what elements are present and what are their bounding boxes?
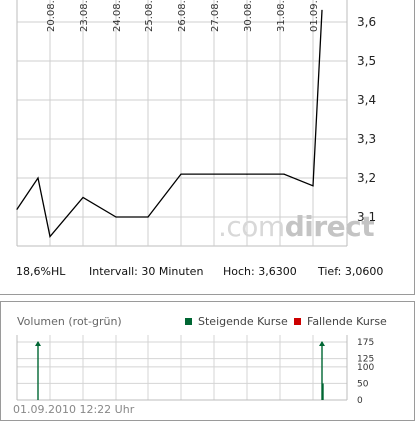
y-tick-label: 3,2 <box>357 171 376 185</box>
price-point <box>115 216 117 218</box>
price-point <box>283 173 285 175</box>
y-tick-label: 3,1 <box>357 210 376 224</box>
x-tick-label: 31.08. <box>276 0 287 32</box>
x-tick-label: 01.09. <box>309 0 320 32</box>
price-point <box>321 9 323 11</box>
price-point <box>312 185 314 187</box>
x-tick-label: 24.08. <box>112 0 123 32</box>
price-point <box>49 235 51 238</box>
volume-title: Volumen (rot-grün) <box>17 315 122 328</box>
volume-overflow-arrow <box>35 341 41 346</box>
price-point <box>246 173 248 175</box>
legend-rising: Steigende Kurse <box>185 315 288 328</box>
price-point <box>16 208 18 210</box>
comdirect-watermark: .comdirect <box>218 210 375 243</box>
timestamp: 01.09.2010 12:22 Uhr <box>13 403 135 416</box>
vol-y-tick-label: 100 <box>357 363 374 373</box>
price-point <box>147 216 149 218</box>
price-point <box>82 196 84 199</box>
vol-y-tick-label: 50 <box>357 379 369 389</box>
y-tick-label: 3,6 <box>357 15 376 29</box>
interval-label: Intervall: 30 Minuten <box>89 265 204 278</box>
y-tick-label: 3,5 <box>357 54 376 68</box>
vol-y-tick-label: 175 <box>357 338 374 348</box>
x-tick-label: 27.08. <box>210 0 221 32</box>
x-tick-label: 30.08. <box>243 0 254 32</box>
legend-falling-swatch <box>294 318 301 325</box>
x-tick-label: 26.08. <box>177 0 188 32</box>
y-tick-label: 3,3 <box>357 132 376 146</box>
price-point <box>180 173 182 175</box>
vol-y-tick-label: 125 <box>357 355 374 365</box>
low-value: Tief: 3,0600 <box>318 265 384 278</box>
volume-chart-panel <box>0 301 415 421</box>
hl-percent: 18,6%HL <box>16 265 66 278</box>
legend-rising-swatch <box>185 318 192 325</box>
x-tick-label: 25.08. <box>144 0 155 32</box>
legend-falling-label: Fallende Kurse <box>307 315 387 328</box>
x-tick-label: 23.08. <box>79 0 90 32</box>
vol-y-tick-label: 0 <box>357 396 363 406</box>
high-value: Hoch: 3,6300 <box>223 265 297 278</box>
price-chart: 3,6 3,5 3,4 3,3 3,2 3,1 20.08. 23.08. 24.08. 25.0… <box>16 0 376 247</box>
price-point <box>37 177 39 179</box>
volume-overflow-arrow <box>319 341 325 346</box>
legend-falling: Fallende Kurse <box>294 315 387 328</box>
y-tick-label: 3,4 <box>357 93 376 107</box>
legend-rising-label: Steigende Kurse <box>198 315 288 328</box>
x-tick-label: 20.08. <box>46 0 57 32</box>
